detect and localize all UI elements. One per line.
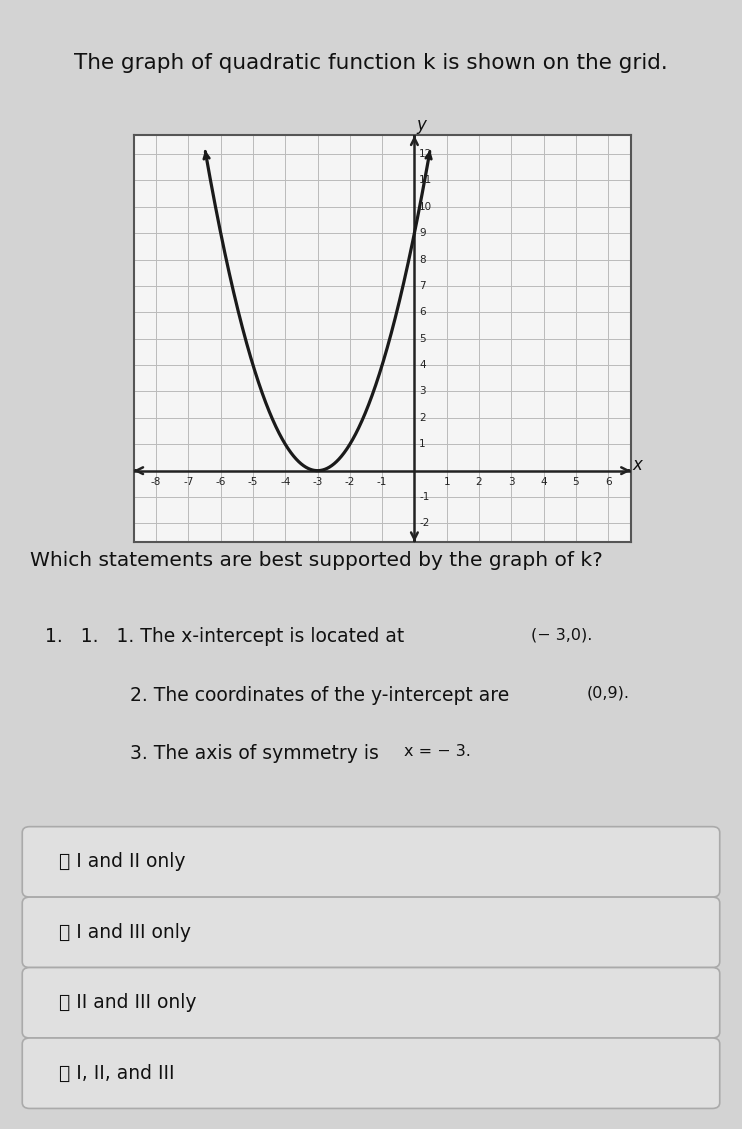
- Text: 11: 11: [419, 175, 433, 185]
- Text: 2: 2: [476, 478, 482, 488]
- Text: (− 3,0).: (− 3,0).: [531, 627, 592, 642]
- Text: 6: 6: [419, 307, 426, 317]
- Text: 3. The axis of symmetry is: 3. The axis of symmetry is: [130, 744, 378, 763]
- Text: y: y: [416, 116, 426, 134]
- Text: -1: -1: [419, 492, 430, 502]
- Text: -3: -3: [312, 478, 323, 488]
- Text: 3: 3: [508, 478, 514, 488]
- Text: -2: -2: [345, 478, 355, 488]
- Text: Ⓓ I, II, and III: Ⓓ I, II, and III: [59, 1064, 175, 1083]
- FancyBboxPatch shape: [22, 968, 720, 1038]
- Text: Ⓐ I and II only: Ⓐ I and II only: [59, 852, 186, 872]
- Text: x: x: [632, 456, 642, 474]
- Text: -7: -7: [183, 478, 194, 488]
- Text: 9: 9: [419, 228, 426, 238]
- Text: 5: 5: [573, 478, 580, 488]
- FancyBboxPatch shape: [22, 826, 720, 898]
- Text: 6: 6: [605, 478, 611, 488]
- Text: 4: 4: [419, 360, 426, 370]
- Text: (0,9).: (0,9).: [586, 685, 629, 701]
- Text: -2: -2: [419, 518, 430, 528]
- Text: Ⓒ II and III only: Ⓒ II and III only: [59, 994, 197, 1013]
- Text: -1: -1: [377, 478, 387, 488]
- Text: 2: 2: [419, 413, 426, 423]
- Text: Which statements are best supported by the graph of k?: Which statements are best supported by t…: [30, 551, 603, 570]
- Text: 1: 1: [419, 439, 426, 449]
- Text: 2. The coordinates of the y-intercept are: 2. The coordinates of the y-intercept ar…: [130, 685, 509, 704]
- Text: The graph of quadratic function k is shown on the grid.: The graph of quadratic function k is sho…: [74, 53, 668, 73]
- Text: -5: -5: [248, 478, 258, 488]
- Text: 10: 10: [419, 202, 433, 212]
- Text: 8: 8: [419, 254, 426, 264]
- Text: -6: -6: [215, 478, 226, 488]
- Text: Ⓑ I and III only: Ⓑ I and III only: [59, 922, 191, 942]
- Text: x = − 3.: x = − 3.: [404, 744, 471, 760]
- Text: -4: -4: [280, 478, 290, 488]
- Text: 1.   1.   1. The x-intercept is located at: 1. 1. 1. The x-intercept is located at: [45, 627, 404, 646]
- Text: 7: 7: [419, 281, 426, 291]
- Text: 5: 5: [419, 334, 426, 343]
- FancyBboxPatch shape: [22, 1038, 720, 1109]
- Text: 3: 3: [419, 386, 426, 396]
- Text: 4: 4: [540, 478, 547, 488]
- FancyBboxPatch shape: [22, 898, 720, 968]
- Text: 1: 1: [444, 478, 450, 488]
- Text: 12: 12: [419, 149, 433, 159]
- Text: -8: -8: [151, 478, 161, 488]
